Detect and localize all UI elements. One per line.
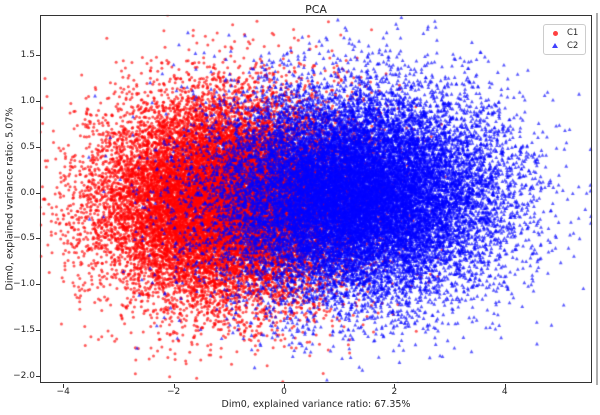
legend-entry-c2: C2 [550,40,579,51]
x-tick-mark [173,384,175,388]
y-tick-mark [36,375,40,377]
y-tick-label: −1.0 [13,279,35,290]
y-tick-mark [36,101,40,103]
y-tick-label: 1.0 [20,96,35,107]
triangle-marker-icon [550,43,560,49]
y-tick-label: −2.0 [13,370,35,381]
x-tick-mark [394,384,396,388]
x-tick-label: −4 [56,387,70,397]
y-tick-label: 0.0 [20,187,35,198]
x-tick-label: −2 [166,387,181,397]
legend-entry-c1: C1 [550,29,578,38]
legend: C1 C2 [543,24,587,55]
y-tick-label: −0.5 [13,233,35,244]
x-tick-label: 0 [281,387,287,397]
x-tick-mark [504,384,506,388]
y-tick-label: −1.5 [13,324,35,335]
y-tick-mark [36,192,40,194]
chart-title: PCA [305,3,327,16]
x-tick-label: 4 [501,387,508,397]
legend-label-c2: C2 [567,40,579,51]
y-tick-mark [36,329,40,331]
x-tick-label: 2 [391,387,398,397]
x-axis-label: Dim0, explained variance ratio: 67.35% [221,399,411,410]
y-axis-label: Dim0, explained variance ratio: 5.07% [4,107,16,291]
y-tick-mark [36,146,40,148]
y-tick-mark [36,55,40,57]
x-tick-mark [63,384,65,388]
y-tick-mark [36,284,40,286]
legend-label-c1: C1 [567,28,579,38]
x-tick-mark [283,384,285,388]
y-tick-label: 0.5 [20,141,35,152]
y-tick-mark [36,238,40,240]
window-edge-line [596,13,598,385]
y-tick-label: 1.5 [20,50,35,61]
circle-marker-icon [550,30,560,36]
